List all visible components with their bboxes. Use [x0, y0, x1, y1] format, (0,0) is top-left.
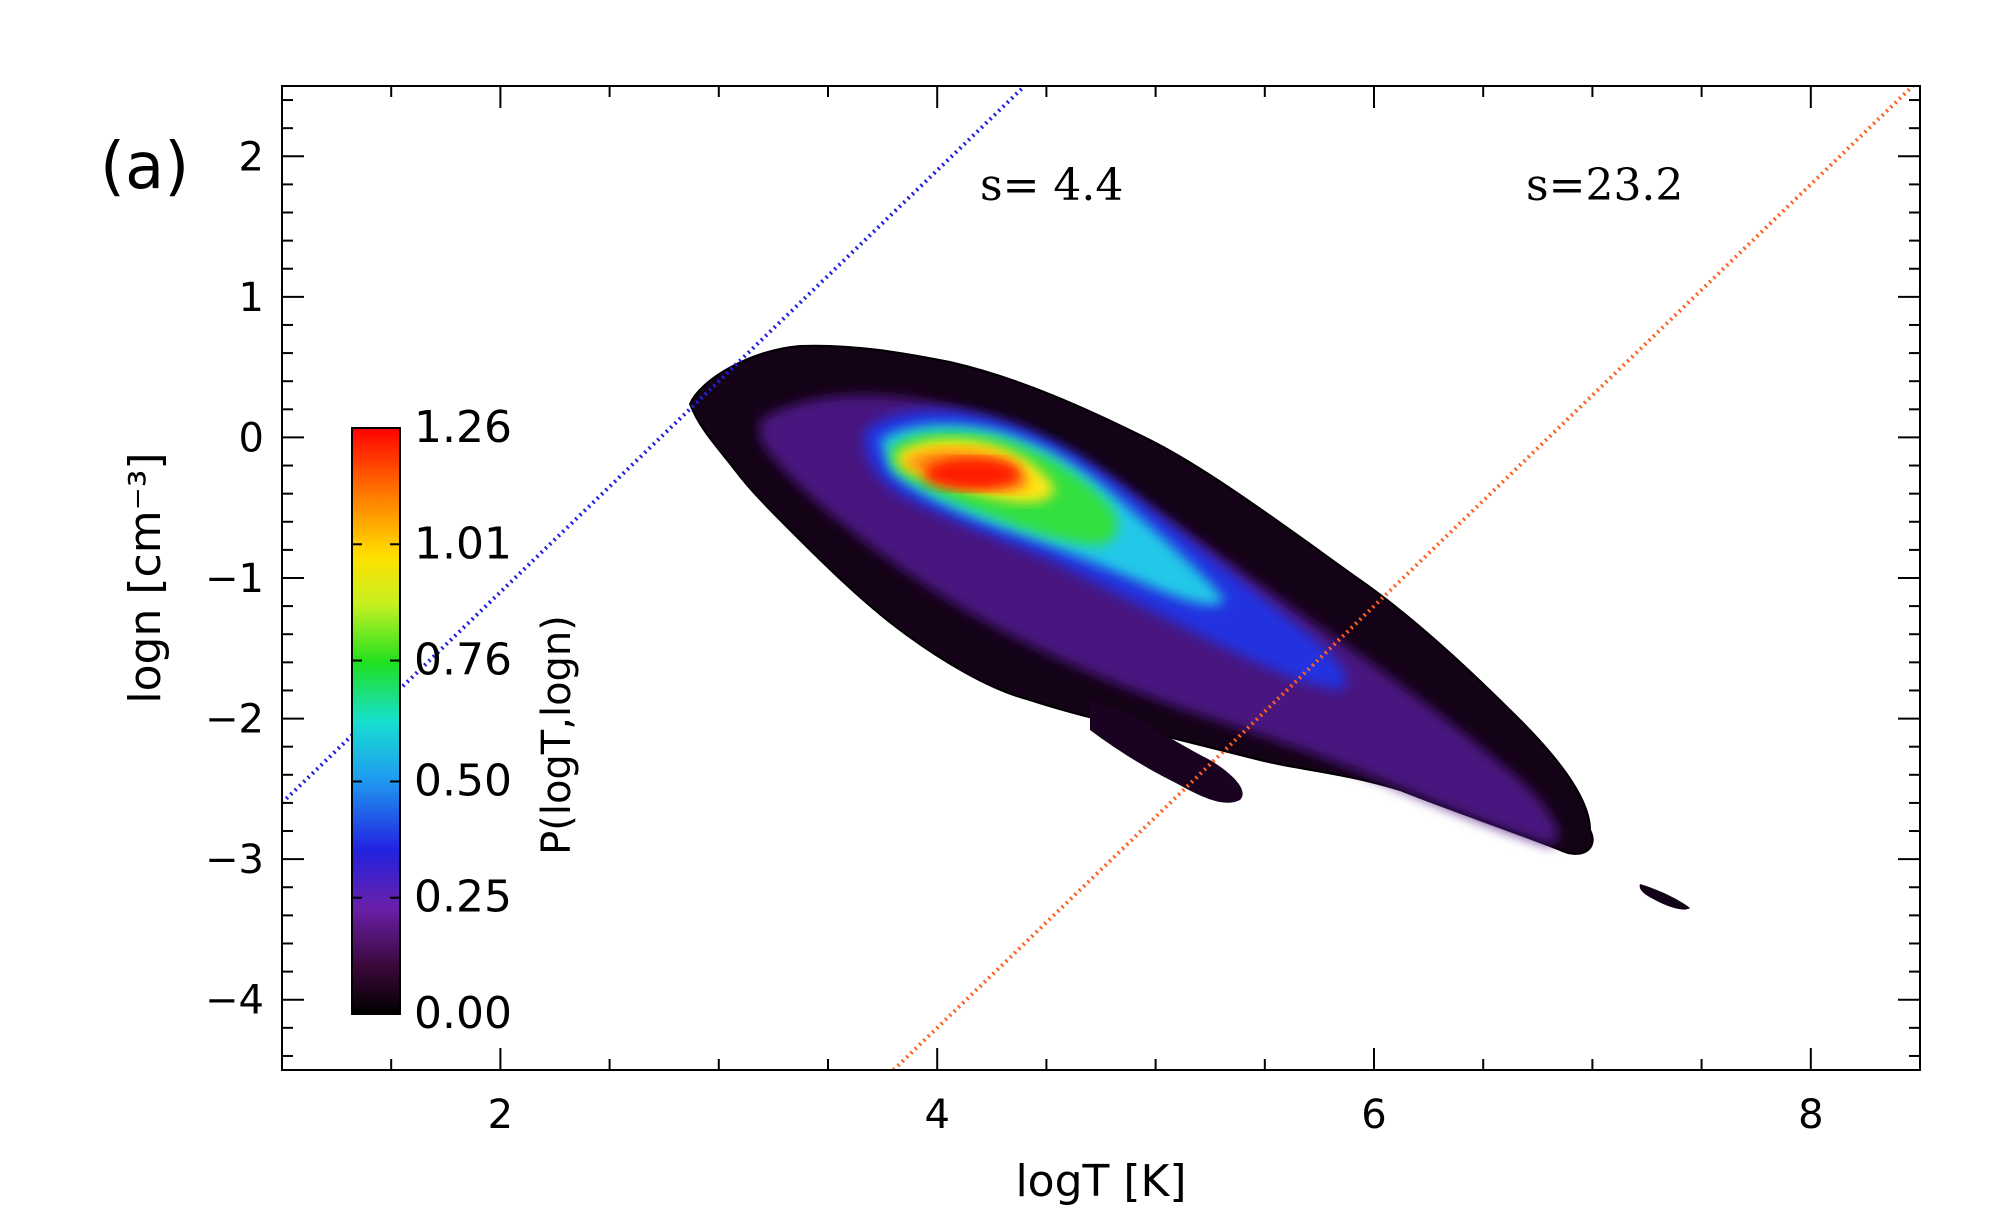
y-axis-title: logn [cm⁻³] [120, 452, 171, 703]
isentrope-label-low: s= 4.4 [980, 160, 1123, 211]
isentrope-label-high: s=23.2 [1526, 160, 1683, 211]
panel-label: (a) [100, 130, 189, 204]
isentrope-lines [282, 86, 1916, 1070]
density-lower-tail [1090, 700, 1243, 803]
colorbar-tick-label: 1.01 [414, 518, 512, 569]
density-heatmap [688, 344, 1690, 910]
x-tick-label: 4 [924, 1092, 949, 1138]
x-tick-label: 2 [488, 1092, 513, 1138]
colorbar-ticks: 0.00 0.25 0.50 0.76 1.01 1.26 [352, 402, 512, 1039]
colorbar-gradient [351, 427, 401, 1015]
isentrope-line-0 [282, 86, 1026, 805]
y-tick-label: −2 [205, 697, 264, 743]
axes: 2 4 6 8 −4 −3 −2 −1 0 1 2 [205, 85, 1921, 1138]
density-peak [924, 458, 1020, 490]
colorbar-tick-label: 0.50 [414, 755, 512, 806]
isentrope-line-1 [892, 86, 1916, 1070]
colorbar-tick-label: 0.00 [414, 988, 512, 1039]
y-tick-label: −4 [205, 978, 264, 1024]
y-tick-label: −3 [205, 837, 264, 883]
colorbar-tick-label: 0.25 [414, 872, 512, 923]
y-tick-label: 0 [239, 415, 264, 461]
colorbar: 0.00 0.25 0.50 0.76 1.01 1.26 P(logT,logn) [351, 402, 580, 1039]
x-tick-label: 6 [1361, 1092, 1386, 1138]
density-outlier-streak [1639, 884, 1690, 910]
y-tick-label: 2 [239, 134, 264, 180]
x-axis-title: logT [K] [1015, 1156, 1186, 1207]
y-tick-label: 1 [239, 275, 264, 321]
colorbar-title: P(logT,logn) [534, 615, 580, 855]
y-tick-label: −1 [205, 556, 264, 602]
x-tick-label: 8 [1798, 1092, 1823, 1138]
colorbar-tick-label: 0.76 [414, 635, 512, 686]
colorbar-tick-label: 1.26 [414, 402, 512, 453]
